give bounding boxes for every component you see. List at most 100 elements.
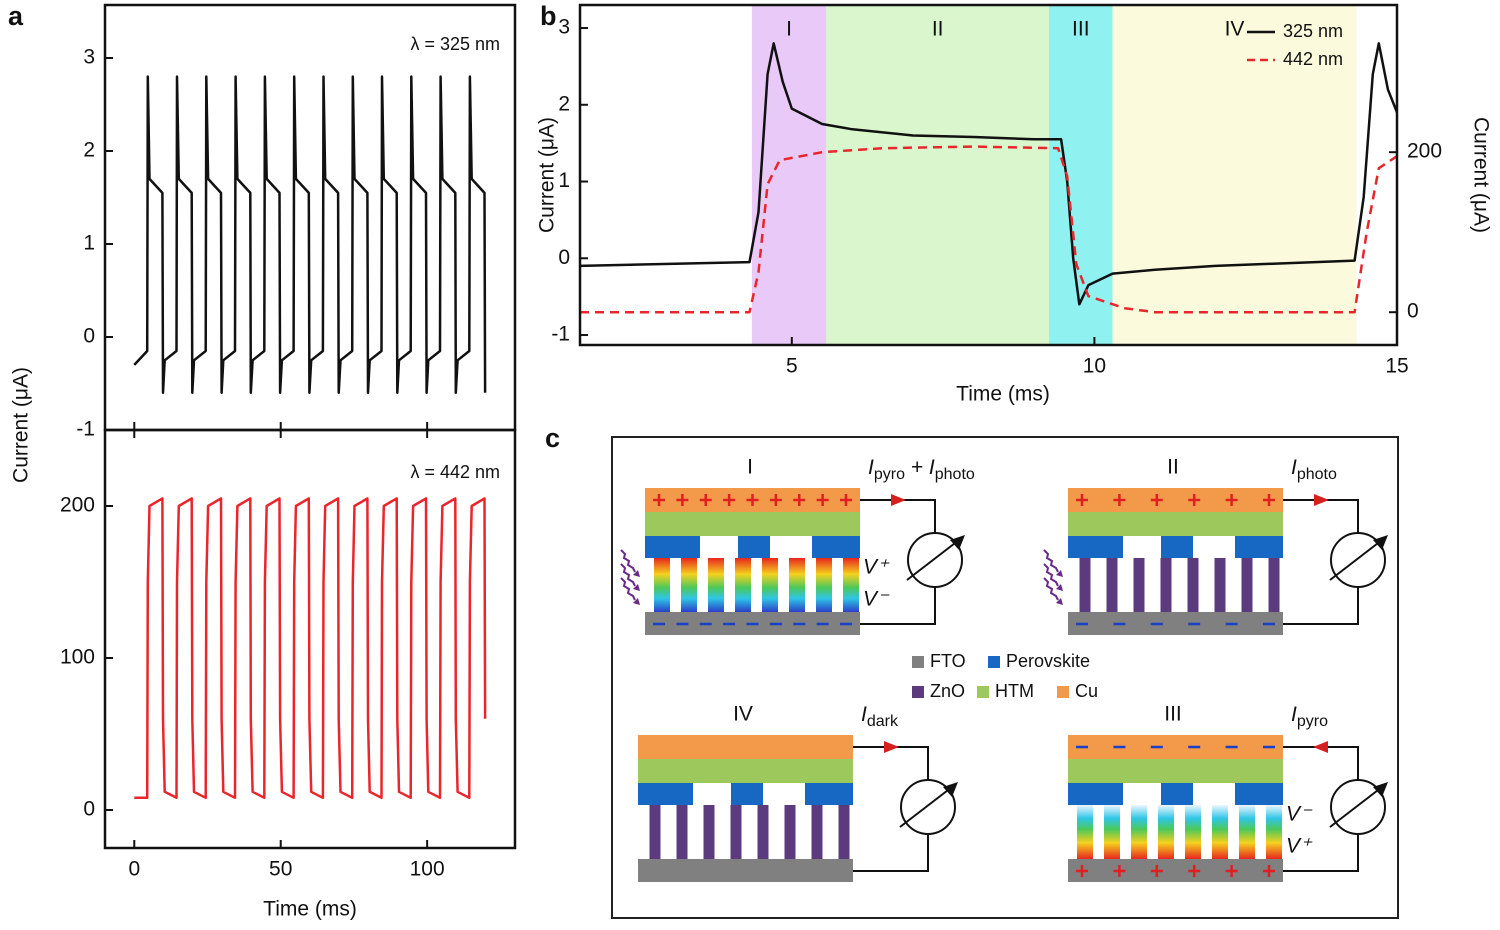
voltage-label: V⁻ — [863, 588, 890, 611]
region — [1112, 5, 1357, 345]
perovskite-block — [1068, 536, 1123, 558]
diagram-label: II — [1167, 456, 1179, 479]
light-ray-head — [1056, 584, 1063, 591]
legend-swatch — [912, 686, 924, 698]
zno-rod — [703, 805, 715, 859]
legend-label: HTM — [995, 681, 1034, 701]
y2-tick-label: 0 — [1407, 300, 1419, 323]
zno-rod — [1158, 805, 1174, 859]
ammeter-needle — [1329, 786, 1383, 828]
perovskite-block — [1068, 783, 1123, 805]
y-tick-label: 2 — [558, 92, 570, 115]
fto-layer — [1068, 612, 1283, 635]
legend-label: 325 nm — [1283, 21, 1343, 41]
current-symbol: I — [868, 456, 874, 479]
voltage-label: V⁺ — [1286, 835, 1313, 858]
zno-rod — [708, 558, 724, 612]
ammeter-needle-head — [943, 782, 958, 797]
diagram-label: III — [1164, 703, 1182, 726]
zno-rod — [784, 805, 796, 859]
perovskite-block — [1161, 783, 1193, 805]
data-line — [134, 497, 487, 800]
zno-rod — [1160, 558, 1172, 612]
diagram-label: I — [747, 456, 753, 479]
y-axis-label: Current (μA) — [10, 367, 33, 483]
perovskite-block — [738, 536, 770, 558]
htm-layer — [645, 512, 860, 536]
panel-label: c — [545, 423, 560, 453]
region-label: III — [1072, 18, 1090, 41]
light-ray-head — [1056, 598, 1063, 605]
x-tick-label: 100 — [410, 858, 445, 881]
plot-frame — [578, 3, 1399, 347]
zno-rod — [811, 805, 823, 859]
region — [751, 5, 827, 345]
zno-rod — [789, 558, 805, 612]
zno-rod — [1239, 805, 1255, 859]
ammeter — [900, 779, 956, 835]
htm-layer — [638, 759, 853, 783]
zno-rod — [1185, 805, 1201, 859]
ammeter-needle — [906, 539, 960, 581]
zno-rod — [1133, 558, 1145, 612]
current-symbol: I — [861, 703, 867, 726]
cu-layer — [1068, 735, 1283, 759]
y-tick-label: 3 — [558, 16, 570, 39]
x-tick-label: 0 — [128, 858, 140, 881]
panel-c-frame — [611, 436, 1399, 919]
perovskite-block — [731, 783, 763, 805]
light-ray-head — [633, 584, 640, 591]
data-line — [580, 145, 1397, 314]
y-tick-label: -1 — [551, 323, 570, 346]
legend-label: 442 nm — [1283, 49, 1343, 69]
zno-rod — [649, 805, 661, 859]
x-axis-label: Time (ms) — [263, 898, 357, 921]
ammeter — [907, 532, 963, 588]
htm-layer — [1068, 512, 1283, 536]
voltage-label: V⁺ — [863, 556, 890, 579]
zno-rod — [1079, 558, 1091, 612]
zno-rod — [762, 558, 778, 612]
zno-rod — [730, 805, 742, 859]
current-subscript: photo — [1297, 466, 1337, 483]
legend-swatch — [988, 656, 1000, 668]
y-tick-label: 3 — [83, 46, 95, 69]
current-arrow — [1314, 494, 1329, 506]
zno-rod — [735, 558, 751, 612]
legend-swatch — [977, 686, 989, 698]
region-label: II — [932, 18, 944, 41]
current-label: Ipyro + Iphoto — [868, 456, 975, 484]
ammeter-needle — [899, 786, 953, 828]
ammeter — [1330, 532, 1386, 588]
y-tick-label: -1 — [76, 418, 95, 441]
legend-label: Perovskite — [1006, 651, 1090, 671]
panel-label: b — [540, 1, 557, 31]
htm-layer — [1068, 759, 1283, 783]
light-ray — [1043, 577, 1059, 601]
data-line — [580, 42, 1397, 306]
plot-frame — [103, 428, 517, 850]
current-symbol: I — [1291, 703, 1297, 726]
annotation: λ = 325 nm — [410, 34, 500, 54]
current-label: Ipyro — [1291, 703, 1328, 731]
x-tick-label: 50 — [269, 858, 292, 881]
region-label: I — [786, 18, 792, 41]
ammeter-needle-head — [1373, 782, 1388, 797]
ammeter-needle — [1329, 539, 1383, 581]
y-axis-label: Current (μA) — [536, 117, 559, 233]
zno-rod — [843, 558, 859, 612]
zno-rod — [681, 558, 697, 612]
legend-label: FTO — [930, 651, 966, 671]
current-subscript: pyro — [874, 466, 905, 483]
current-label: Iphoto — [1291, 456, 1337, 484]
light-ray-head — [633, 570, 640, 577]
perovskite-block — [1161, 536, 1193, 558]
y-tick-label: 0 — [558, 246, 570, 269]
zno-rod — [1104, 805, 1120, 859]
light-ray-head — [633, 598, 640, 605]
perovskite-block — [1235, 783, 1283, 805]
x-tick-label: 15 — [1385, 355, 1408, 378]
y2-tick-label: 200 — [1407, 140, 1442, 163]
light-ray — [1043, 549, 1059, 573]
y2-axis-label: Current (μA) — [1469, 117, 1492, 233]
